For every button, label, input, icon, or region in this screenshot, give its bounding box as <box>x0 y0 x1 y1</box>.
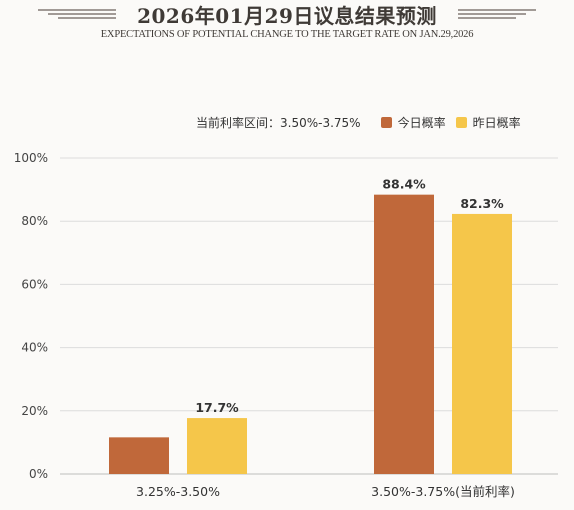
y-tick-label: 0% <box>29 467 48 481</box>
y-tick-label: 60% <box>21 277 48 291</box>
x-category-label: 3.25%-3.50% <box>136 484 220 499</box>
legend-item-today: 今日概率 <box>380 114 446 131</box>
current-rate-label: 当前利率区间：3.50%-3.75% <box>196 115 361 130</box>
bar-yesterday <box>452 213 512 474</box>
bar-today <box>109 437 169 474</box>
legend: 当前利率区间：3.50%-3.75% 今日概率 昨日概率 <box>196 112 531 132</box>
x-category-label: 3.50%-3.75%(当前利率) <box>371 484 515 499</box>
data-label: 88.4% <box>382 177 426 192</box>
data-label: 82.3% <box>460 196 504 211</box>
bar-yesterday <box>187 418 247 474</box>
header: 2026年01月29日议息结果预测 EXPECTATIONS OF POTENT… <box>0 0 574 60</box>
left-ornament-icon <box>38 9 116 19</box>
data-label: 17.7% <box>195 400 239 415</box>
legend-swatch-yesterday <box>455 116 467 128</box>
y-tick-label: 20% <box>21 404 48 418</box>
right-ornament-icon <box>458 9 536 19</box>
legend-swatch-today <box>380 116 392 128</box>
chart-subtitle: EXPECTATIONS OF POTENTIAL CHANGE TO THE … <box>100 29 474 40</box>
y-tick-label: 40% <box>21 341 48 355</box>
legend-item-yesterday: 昨日概率 <box>455 114 521 131</box>
bar-today <box>374 194 434 474</box>
y-tick-label: 80% <box>21 214 48 228</box>
legend-label-today: 今日概率 <box>397 115 446 130</box>
y-tick-label: 100% <box>14 151 48 165</box>
legend-label-yesterday: 昨日概率 <box>472 115 521 130</box>
chart-title: 2026年01月29日议息结果预测 <box>137 4 437 28</box>
